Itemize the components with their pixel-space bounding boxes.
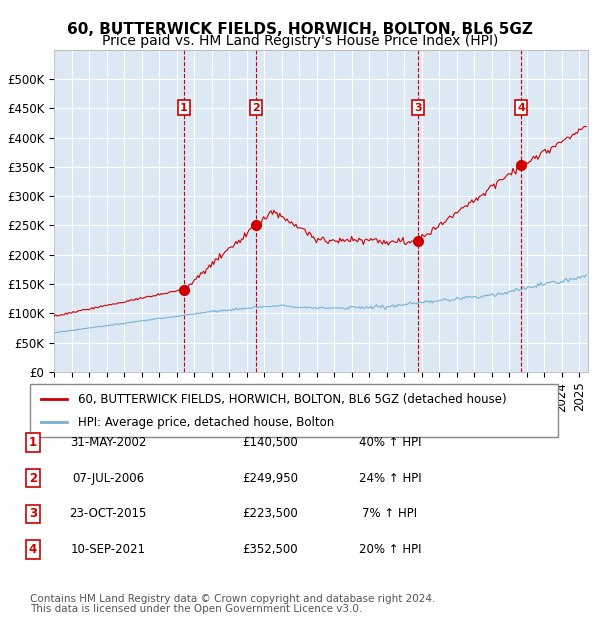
Text: 07-JUL-2006: 07-JUL-2006 xyxy=(72,472,144,484)
Text: 23-OCT-2015: 23-OCT-2015 xyxy=(70,508,146,520)
Text: 7% ↑ HPI: 7% ↑ HPI xyxy=(362,508,418,520)
Text: 60, BUTTERWICK FIELDS, HORWICH, BOLTON, BL6 5GZ: 60, BUTTERWICK FIELDS, HORWICH, BOLTON, … xyxy=(67,22,533,37)
Text: 3: 3 xyxy=(29,508,37,520)
Text: HPI: Average price, detached house, Bolton: HPI: Average price, detached house, Bolt… xyxy=(77,416,334,429)
Text: Price paid vs. HM Land Registry's House Price Index (HPI): Price paid vs. HM Land Registry's House … xyxy=(102,34,498,48)
Text: 10-SEP-2021: 10-SEP-2021 xyxy=(71,544,146,556)
Text: £140,500: £140,500 xyxy=(242,436,298,448)
Text: 3: 3 xyxy=(415,103,422,113)
FancyBboxPatch shape xyxy=(30,384,558,437)
Text: 4: 4 xyxy=(29,544,37,556)
Text: This data is licensed under the Open Government Licence v3.0.: This data is licensed under the Open Gov… xyxy=(30,604,362,614)
Text: 60, BUTTERWICK FIELDS, HORWICH, BOLTON, BL6 5GZ (detached house): 60, BUTTERWICK FIELDS, HORWICH, BOLTON, … xyxy=(77,392,506,405)
Text: 4: 4 xyxy=(517,103,525,113)
Text: 40% ↑ HPI: 40% ↑ HPI xyxy=(359,436,421,448)
Text: 31-MAY-2002: 31-MAY-2002 xyxy=(70,436,146,448)
Text: 2: 2 xyxy=(252,103,259,113)
Text: Contains HM Land Registry data © Crown copyright and database right 2024.: Contains HM Land Registry data © Crown c… xyxy=(30,595,436,604)
Text: £249,950: £249,950 xyxy=(242,472,298,484)
Text: 1: 1 xyxy=(180,103,188,113)
Text: 2: 2 xyxy=(29,472,37,484)
Text: 24% ↑ HPI: 24% ↑ HPI xyxy=(359,472,421,484)
Text: £223,500: £223,500 xyxy=(242,508,298,520)
Text: 1: 1 xyxy=(29,436,37,448)
Text: £352,500: £352,500 xyxy=(242,544,298,556)
Text: 20% ↑ HPI: 20% ↑ HPI xyxy=(359,544,421,556)
